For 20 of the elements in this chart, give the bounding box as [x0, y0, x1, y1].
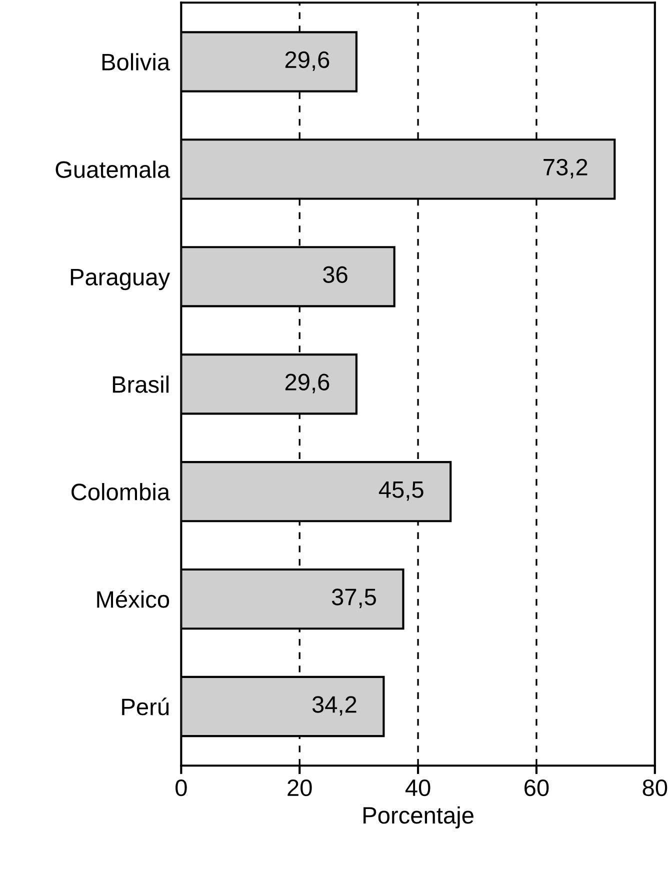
data-label: 29,6: [285, 51, 330, 71]
y-tick-label: Brasil: [112, 376, 168, 393]
data-label: 34,2: [312, 696, 356, 716]
y-tick-label: México: [97, 590, 170, 608]
data-label: 45,5: [378, 481, 424, 501]
x-tick-label: 20: [288, 779, 312, 796]
data-label: 37,5: [332, 588, 376, 608]
data-label: 36: [323, 266, 348, 283]
y-tick-label: Paraguay: [70, 268, 170, 290]
data-label: 29,6: [285, 374, 330, 394]
y-tick-label: Guatemala: [56, 160, 170, 178]
data-label: 73,2: [544, 158, 588, 178]
y-tick-label: Bolivia: [102, 53, 170, 71]
y-tick-label: Perú: [122, 698, 169, 716]
x-tick-label: 0: [176, 779, 187, 796]
y-tick-label: Colombia: [72, 483, 170, 500]
x-tick-label: 80: [642, 779, 668, 796]
x-tick-label: 40: [405, 779, 430, 796]
x-axis-title: Porcentaje: [364, 806, 474, 828]
x-tick-label: 60: [524, 779, 549, 796]
